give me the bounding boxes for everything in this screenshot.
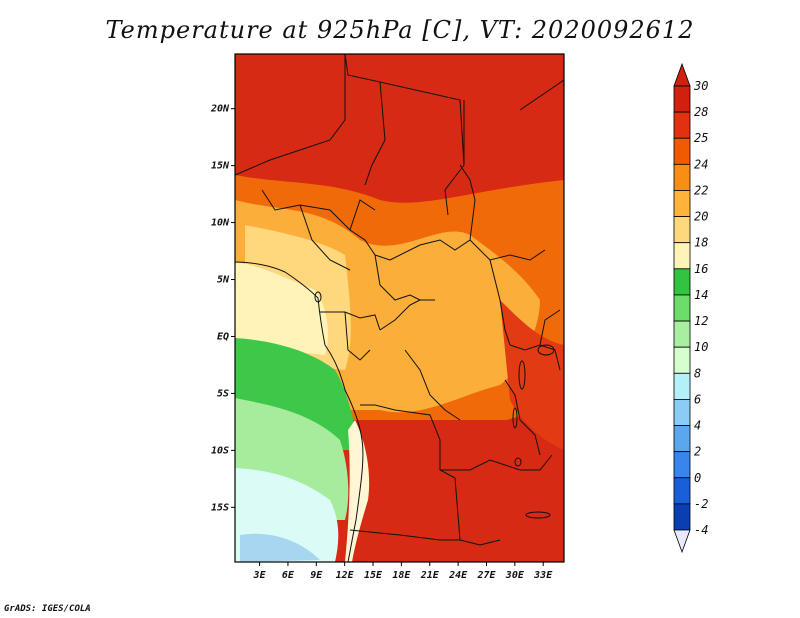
x-tick-label: 15E bbox=[364, 570, 383, 581]
colorbar-label: 10 bbox=[694, 340, 708, 354]
colorbar-label: -2 bbox=[694, 497, 708, 511]
region-ocean-cool bbox=[240, 533, 320, 562]
colorbar-label: 30 bbox=[693, 79, 708, 93]
colorbar-swatch bbox=[673, 399, 691, 426]
y-tick-label: 15N bbox=[211, 161, 230, 172]
colorbar-swatch bbox=[673, 477, 691, 505]
x-axis: 3E 6E 9E 12E 15E 18E 21E 24E 27E 30E 33E bbox=[253, 562, 553, 581]
y-tick-label: EQ bbox=[217, 331, 229, 342]
colorbar-label: 20 bbox=[694, 210, 708, 224]
x-tick-label: 30E bbox=[505, 570, 525, 581]
colorbar-extend-bottom bbox=[673, 529, 691, 554]
x-tick-label: 9E bbox=[310, 570, 323, 581]
colorbar-swatch bbox=[673, 503, 691, 531]
x-tick-label: 24E bbox=[448, 570, 468, 581]
y-tick-label: 5S bbox=[217, 388, 229, 399]
y-tick-label: 5N bbox=[217, 275, 230, 286]
colorbar-label: 25 bbox=[694, 131, 708, 145]
colorbar-label: 22 bbox=[694, 183, 708, 197]
x-tick-label: 6E bbox=[282, 570, 295, 581]
colorbar-label: 6 bbox=[694, 392, 701, 406]
colorbar-swatch bbox=[673, 268, 691, 296]
colorbar-swatch bbox=[673, 320, 691, 348]
chart-title: Temperature at 925hPa [C], VT: 202009261… bbox=[105, 16, 695, 44]
colorbar-swatch bbox=[673, 242, 691, 270]
colorbar-label: 12 bbox=[694, 314, 708, 328]
x-tick-label: 27E bbox=[476, 570, 496, 581]
temperature-map bbox=[235, 54, 564, 562]
credit-text: GrADS: IGES/COLA bbox=[4, 604, 91, 614]
x-tick-label: 18E bbox=[392, 570, 411, 581]
colorbar-label: 4 bbox=[694, 419, 701, 433]
colorbar-label: 24 bbox=[694, 157, 708, 171]
colorbar-label: 14 bbox=[694, 288, 708, 302]
y-axis: 20N 15N 10N 5N EQ 5S 10S 15S bbox=[210, 104, 235, 513]
colorbar-swatch bbox=[673, 451, 691, 479]
colorbar-swatch bbox=[673, 372, 691, 400]
colorbar-swatch bbox=[673, 216, 691, 244]
region-east-africa bbox=[500, 300, 564, 450]
colorbar-swatch bbox=[673, 85, 691, 113]
y-tick-label: 20N bbox=[210, 104, 230, 115]
colorbar-label: 0 bbox=[694, 471, 701, 485]
y-tick-label: 15S bbox=[211, 502, 229, 513]
region-southern-africa bbox=[355, 400, 564, 562]
colorbar-swatch bbox=[673, 163, 691, 191]
colorbar-extend-top bbox=[673, 62, 691, 87]
x-tick-label: 12E bbox=[336, 570, 355, 581]
lakes bbox=[314, 291, 555, 519]
borders bbox=[235, 54, 564, 562]
colorbar-swatch bbox=[673, 294, 691, 322]
region-gulf bbox=[235, 262, 328, 355]
colorbar-swatch bbox=[673, 346, 691, 374]
colorbar-swatch bbox=[673, 190, 691, 217]
x-tick-label: 3E bbox=[253, 570, 267, 581]
colorbar-swatch bbox=[673, 425, 691, 453]
y-tick-label: 10N bbox=[211, 218, 230, 229]
colorbar-label: 18 bbox=[694, 236, 708, 250]
colorbar-label: 2 bbox=[694, 445, 701, 459]
y-tick-label: 10S bbox=[211, 445, 229, 456]
x-tick-label: 21E bbox=[420, 570, 440, 581]
colorbar-swatch bbox=[673, 137, 691, 165]
colorbar-label: -4 bbox=[694, 523, 708, 537]
x-tick-label: 33E bbox=[533, 570, 553, 581]
colorbar-swatch bbox=[673, 111, 691, 139]
map-frame bbox=[234, 53, 565, 563]
colorbar-label: 16 bbox=[694, 262, 708, 276]
colorbar-label: 28 bbox=[694, 105, 708, 119]
colorbar-label: 8 bbox=[694, 366, 701, 380]
